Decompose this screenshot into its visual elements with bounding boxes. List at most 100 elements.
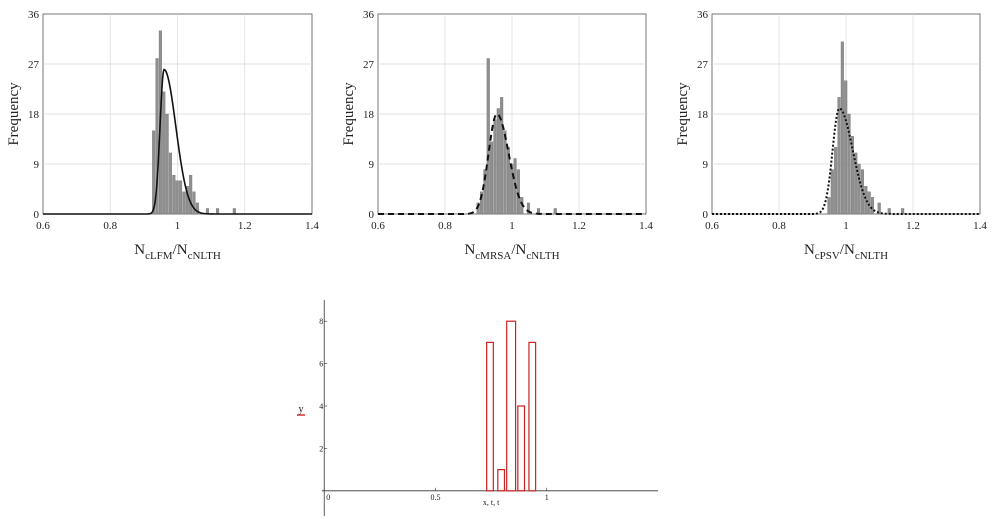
histogram-bar (840, 41, 844, 215)
top-panels: 0.6 0.8 1 1.2 1.409182736FrequencyNcLFM/NcNL… (6, 9, 987, 262)
histogram-bar (480, 191, 484, 215)
histogram-bar (192, 191, 196, 215)
histogram-bar (837, 97, 841, 215)
histogram-bar (493, 119, 497, 215)
histogram-bar (506, 320, 517, 492)
fit-curve (378, 113, 646, 215)
fit-curve (43, 68, 312, 215)
x-axis-label-subscript: cNLTH (855, 250, 888, 262)
histogram-bar (486, 341, 494, 492)
x-axis-label-subscript: cPSV (815, 250, 840, 262)
histogram-bar (486, 58, 490, 215)
x-tick-label: 1.2 (572, 220, 586, 232)
histogram-bar (497, 469, 506, 492)
x-axis-label: NcPSV/NcNLTH (804, 242, 888, 262)
histogram-bar (232, 208, 236, 215)
histogram-bar (528, 341, 537, 492)
x-axis-label: NcLFM/NcNLTH (134, 242, 221, 262)
x-tick-label: 1 (843, 220, 849, 232)
histogram-bar (189, 174, 193, 215)
histogram-bar (182, 191, 186, 215)
histogram-bar (860, 169, 864, 215)
histogram-bar (830, 169, 834, 215)
x-tick-label: 0.8 (772, 220, 786, 232)
histogram-bar (483, 169, 487, 215)
y-tick-label: 18 (363, 109, 375, 121)
histogram-bar (162, 91, 166, 215)
x-tick-label: 0.6 (705, 220, 719, 232)
x-tick-label: 1.2 (906, 220, 920, 232)
histogram-bar (854, 152, 858, 215)
x-tick-label: 0.8 (103, 220, 117, 232)
histogram-bar (510, 163, 514, 215)
y-tick-label: 2 (319, 444, 323, 453)
y-axis-label: Frequency (6, 82, 22, 146)
x-axis-label: NcMRSA/NcNLTH (464, 242, 559, 262)
histogram-bar (847, 113, 851, 215)
bottom-panel: 0 0.5 1 2 4 6 8 y x, t, t (297, 300, 658, 516)
x-tick-label: 0 (326, 493, 330, 502)
histogram-bar (867, 191, 871, 215)
histogram-bar (172, 174, 176, 215)
histogram-bar (526, 202, 530, 215)
x-tick-label: 0.8 (438, 220, 452, 232)
x-tick-label: 1 (545, 493, 549, 502)
y-tick-label: 18 (28, 109, 40, 121)
y-tick-label: 0 (369, 209, 375, 221)
x-axis-label-part: /N (840, 242, 855, 258)
y-tick-label: 4 (319, 402, 323, 411)
fit-curve (712, 107, 980, 215)
histogram-bar (496, 108, 500, 215)
y-tick-label: 36 (363, 9, 375, 21)
x-axis-label-subscript: cMRSA (475, 250, 511, 262)
x-tick-label: 1 (509, 220, 515, 232)
y-axis-label: Frequency (341, 82, 357, 146)
histogram-bar (850, 136, 854, 215)
histogram-bar (834, 147, 838, 215)
y-tick-label: 0 (34, 209, 40, 221)
histogram-panel-2: 0.6 0.8 1 1.2 1.4 0 9 18 27 36 Frequency NcMRSA/NcN… (341, 9, 653, 262)
histogram-bar (877, 202, 881, 215)
y-tick-label: 36 (28, 9, 40, 21)
histogram-bar (165, 113, 169, 215)
x-axis-label-part: /N (173, 242, 188, 258)
y-tick-label: 8 (319, 317, 323, 326)
y-axis-label: y (299, 404, 304, 415)
histogram-bar (827, 197, 831, 215)
y-tick-label: 9 (369, 159, 375, 171)
y-tick-label: 36 (697, 9, 709, 21)
x-axis-label-part: /N (511, 242, 526, 258)
histogram-bar (857, 163, 861, 215)
histogram-bar (516, 169, 520, 215)
y-tick-label: 9 (34, 159, 40, 171)
histogram-bar (195, 202, 199, 215)
x-tick-label: 1.4 (973, 220, 987, 232)
y-tick-label: 0 (703, 209, 709, 221)
histogram-panel-1: 0.6 0.8 1 1.2 1.4 0 9 18 27 36 Frequency NcLFM/NcNL… (6, 9, 319, 262)
histogram-panel-3: 0.6 0.8 1 1.2 1.4 0 9 18 27 36 Frequency NcPSV/NcNL… (675, 9, 987, 262)
x-tick-label: 1.2 (238, 220, 252, 232)
x-axis-label: x, t, t (483, 498, 500, 507)
y-axis-label: Frequency (675, 82, 691, 146)
x-tick-label: 0.6 (371, 220, 385, 232)
histogram-bar (216, 208, 220, 215)
histogram-bar (844, 80, 848, 215)
x-axis-label-part: N (804, 242, 815, 258)
histogram-bar (870, 197, 875, 215)
histogram-bar (179, 180, 183, 215)
x-axis-label-part: N (134, 242, 145, 258)
histogram-bar (490, 141, 494, 215)
x-tick-label: 0.6 (36, 220, 50, 232)
histogram-bar (517, 405, 526, 492)
y-tick-label: 18 (697, 109, 709, 121)
x-axis-label-part: N (464, 242, 475, 258)
y-tick-label: 6 (319, 360, 323, 369)
x-tick-label: 0.5 (430, 493, 440, 502)
x-tick-label: 1 (175, 220, 181, 232)
x-axis-label-subscript: cLFM (145, 250, 173, 262)
x-tick-label: 1.4 (305, 220, 319, 232)
histogram-bar (155, 58, 159, 215)
histogram-bar (500, 97, 504, 215)
histogram-bar (553, 208, 557, 215)
